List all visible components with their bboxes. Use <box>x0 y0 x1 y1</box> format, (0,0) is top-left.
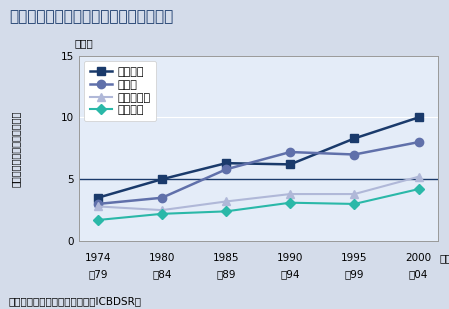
Text: わが国における先天異常発生頻度の推移: わが国における先天異常発生頻度の推移 <box>9 9 173 24</box>
水頭症 <box>416 140 421 144</box>
Text: ～04: ～04 <box>409 269 428 279</box>
尿道下裂 <box>416 187 421 191</box>
尿道下裂 <box>352 202 357 206</box>
Text: ～99: ～99 <box>345 269 364 279</box>
水頭症 <box>95 202 101 206</box>
Text: ～84: ～84 <box>152 269 172 279</box>
Text: 1990: 1990 <box>277 253 304 263</box>
水頭症 <box>159 196 165 200</box>
ダウン症 <box>287 163 293 166</box>
Line: 水頭症: 水頭症 <box>94 138 423 208</box>
ダウン症 <box>352 137 357 140</box>
Line: 尿道下裂: 尿道下裂 <box>94 186 422 223</box>
Text: 1995: 1995 <box>341 253 368 263</box>
二分脊椎症 <box>352 192 357 196</box>
尿道下裂 <box>287 201 293 205</box>
水頭症 <box>352 153 357 156</box>
Text: ～79: ～79 <box>88 269 108 279</box>
Text: ～94: ～94 <box>281 269 300 279</box>
Text: 出典：国際先天異常監視機構（ICBDSR）: 出典：国際先天異常監視機構（ICBDSR） <box>9 296 142 306</box>
ダウン症 <box>95 196 101 200</box>
水頭症 <box>287 150 293 154</box>
尿道下裂 <box>224 210 229 213</box>
Text: 2000: 2000 <box>405 253 431 263</box>
ダウン症 <box>224 161 229 165</box>
Text: 出産一万人に対する発生頻度: 出産一万人に対する発生頻度 <box>11 110 21 187</box>
二分脊椎症 <box>416 175 421 179</box>
Legend: ダウン症, 水頭症, 二分脊椎症, 尿道下裂: ダウン症, 水頭症, 二分脊椎症, 尿道下裂 <box>84 61 156 121</box>
ダウン症 <box>416 116 421 119</box>
Text: 1974: 1974 <box>84 253 111 263</box>
Text: 1985: 1985 <box>213 253 239 263</box>
ダウン症 <box>159 177 165 181</box>
尿道下裂 <box>95 218 101 222</box>
水頭症 <box>224 167 229 171</box>
Text: 1980: 1980 <box>149 253 175 263</box>
Line: 二分脊椎症: 二分脊椎症 <box>94 173 423 214</box>
Text: （年）: （年） <box>439 253 449 263</box>
Text: （人）: （人） <box>74 38 93 48</box>
二分脊椎症 <box>95 205 101 208</box>
Line: ダウン症: ダウン症 <box>94 113 423 202</box>
尿道下裂 <box>159 212 165 216</box>
Text: ～89: ～89 <box>216 269 236 279</box>
二分脊椎症 <box>224 200 229 203</box>
二分脊椎症 <box>287 192 293 196</box>
二分脊椎症 <box>159 208 165 212</box>
